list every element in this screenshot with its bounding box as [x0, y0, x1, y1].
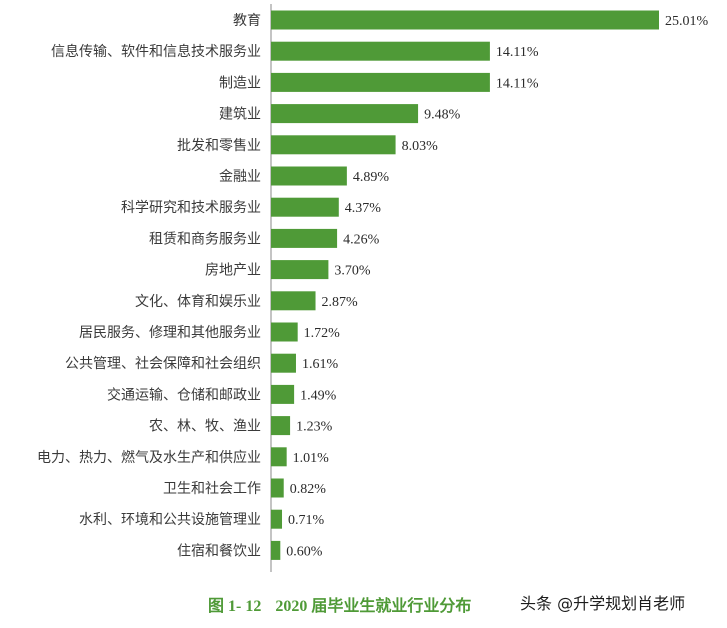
bar	[271, 41, 490, 61]
category-label: 金融业	[219, 169, 261, 185]
value-label: 25.01%	[665, 14, 709, 29]
value-label: 4.37%	[345, 201, 382, 216]
figure-title: 2020 届毕业生就业行业分布	[275, 598, 472, 615]
bar	[271, 166, 347, 186]
category-label: 房地产业	[205, 263, 261, 279]
value-label: 1.72%	[304, 326, 341, 341]
category-label: 公共管理、社会保障和社会组织	[65, 356, 261, 372]
category-label: 水利、环境和公共设施管理业	[79, 512, 261, 528]
category-label: 交通运输、仓储和邮政业	[107, 386, 261, 403]
category-label: 建筑业	[219, 107, 261, 123]
bar	[271, 197, 339, 217]
value-label: 3.70%	[334, 264, 371, 279]
bar	[271, 10, 659, 30]
bar-chart: 教育 25.01% 信息传输、软件和信息技术服务业 14.11% 制造业 14.11% 建筑…	[37, 4, 709, 572]
value-label: 0.82%	[290, 482, 327, 497]
bar	[271, 416, 291, 436]
bar	[271, 260, 329, 280]
bar	[271, 291, 316, 311]
value-label: 0.60%	[286, 544, 323, 559]
bar	[271, 478, 284, 498]
value-label: 1.23%	[296, 420, 333, 435]
value-label: 1.49%	[300, 388, 337, 403]
bar	[271, 104, 419, 124]
value-label: 1.61%	[302, 357, 339, 372]
value-label: 4.26%	[343, 232, 380, 247]
value-label: 14.11%	[496, 76, 539, 91]
category-label: 居民服务、修理和其他服务业	[79, 325, 261, 341]
category-label: 农、林、牧、渔业	[149, 419, 261, 435]
category-label: 教育	[233, 13, 261, 29]
value-label: 4.89%	[353, 170, 390, 185]
category-label: 批发和零售业	[177, 138, 261, 154]
category-label: 租赁和商务服务业	[149, 231, 261, 247]
bar	[271, 447, 287, 467]
category-label: 住宿和餐饮业	[177, 542, 261, 559]
figure-caption: 图 1- 12 2020 届毕业生就业行业分布	[208, 592, 471, 616]
watermark: 头条 @升学规划肖老师	[520, 594, 686, 613]
category-label: 信息传输、软件和信息技术服务业	[51, 43, 261, 60]
bar	[271, 135, 396, 155]
category-label: 制造业	[219, 75, 261, 91]
bar	[271, 72, 490, 92]
value-label: 0.71%	[288, 513, 325, 528]
bar	[271, 353, 296, 373]
bar	[271, 540, 281, 560]
bar	[271, 228, 338, 248]
value-label: 8.03%	[402, 139, 439, 154]
value-label: 2.87%	[322, 295, 359, 310]
category-label: 卫生和社会工作	[163, 481, 261, 497]
bar	[271, 322, 298, 342]
value-label: 9.48%	[424, 108, 461, 123]
category-label: 电力、热力、燃气及水生产和供应业	[37, 449, 261, 466]
value-label: 14.11%	[496, 45, 539, 60]
bar	[271, 509, 283, 529]
category-label: 科学研究和技术服务业	[121, 200, 261, 216]
bar	[271, 384, 295, 404]
figure-number: 图 1- 12	[208, 598, 262, 615]
value-label: 1.01%	[293, 451, 330, 466]
category-label: 文化、体育和娱乐业	[135, 294, 261, 310]
